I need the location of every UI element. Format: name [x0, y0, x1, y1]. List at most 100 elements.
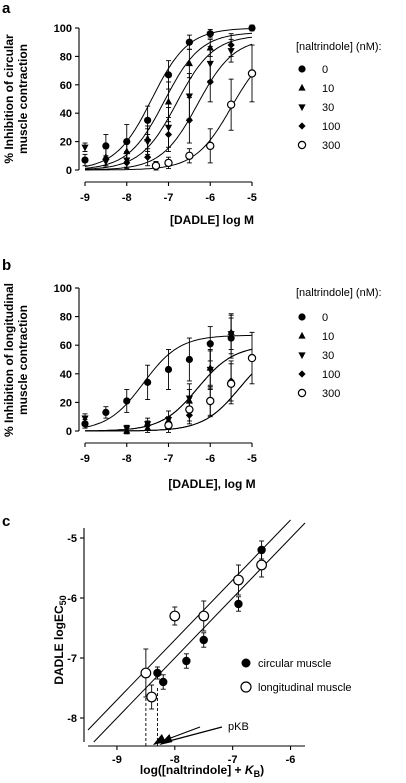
- data-point: [185, 93, 193, 101]
- data-point: [227, 331, 235, 338]
- y-tick-label: 80: [60, 51, 72, 63]
- panel-c-fit-lines: [87, 519, 306, 743]
- y-tick-label: 20: [60, 397, 72, 409]
- legend-label: 100: [322, 121, 340, 133]
- panel-a-y-axis-label-line2: muscle contraction: [16, 44, 30, 154]
- panel-a-legend: [naltrindole] (nM): 0 10 30 100 300: [296, 41, 382, 152]
- data-point: [247, 353, 257, 363]
- legend-marker: [298, 65, 306, 73]
- y-tick-label: 80: [60, 312, 72, 324]
- data-point: [81, 156, 89, 164]
- data-point: [185, 405, 194, 414]
- data-point: [144, 378, 152, 386]
- data-point: [159, 677, 168, 687]
- panel-c-y-axis-label: DADLE logEC50: [52, 595, 68, 684]
- data-point: [164, 158, 173, 168]
- y-tick-label: -8: [67, 713, 77, 725]
- legend-marker: [240, 681, 252, 693]
- panel-c: c -8 -7 -6 -5 -9 -8 -7 -6 pKB log([naltrindole]…: [2, 513, 352, 779]
- legend-marker: [298, 83, 306, 91]
- panel-b-legend: [naltrindole] (nM): 0 10 30 100 300: [296, 287, 382, 400]
- panel-a-y-axis-label-line1: % Inhibition of circular: [2, 34, 16, 164]
- panel-c-legend: circular muscle longitudinal muscle: [240, 658, 352, 694]
- legend-label: 100: [322, 369, 340, 381]
- data-point: [164, 365, 173, 374]
- data-point: [144, 139, 152, 146]
- data-point: [256, 559, 268, 571]
- data-point: [182, 656, 191, 666]
- legend-label: 10: [322, 83, 334, 95]
- data-point: [140, 667, 152, 679]
- pkb-arrow-shaft: [159, 726, 201, 743]
- y-tick-label: 60: [60, 80, 72, 92]
- y-tick-label: 60: [60, 340, 72, 352]
- panel-a-x-axis-label: [DADLE] log M: [170, 213, 254, 227]
- panel-a-data-points: [81, 24, 257, 171]
- x-tick-label: -5: [247, 192, 257, 204]
- y-tick-label: 0: [66, 426, 72, 438]
- panel-b-y-axis-label-line2: muscle contraction: [16, 305, 30, 415]
- data-point: [198, 610, 210, 622]
- data-point: [146, 691, 158, 703]
- legend-label: longitudinal muscle: [258, 682, 352, 694]
- x-tick-label: -8: [122, 192, 132, 204]
- pkb-arrow-head: [152, 734, 166, 745]
- data-point: [199, 635, 208, 645]
- panel-b-axes: 0 20 40 60 80 100 -9 -8 -7 -6 -5: [54, 283, 257, 465]
- legend-marker: [298, 104, 306, 112]
- data-point: [102, 158, 110, 166]
- data-point: [144, 421, 152, 429]
- y-tick-label: -7: [67, 653, 77, 665]
- data-point: [81, 415, 89, 423]
- data-point: [247, 69, 257, 78]
- legend-label: 0: [322, 64, 328, 76]
- data-point: [226, 100, 236, 109]
- pkb-label: pKB: [228, 721, 249, 733]
- fit-line: [87, 519, 291, 731]
- y-tick-label: 40: [60, 108, 72, 120]
- data-point: [206, 141, 215, 151]
- panel-c-data-points: [140, 540, 268, 710]
- x-tick-label: -5: [247, 453, 257, 465]
- data-point: [123, 147, 131, 155]
- data-point: [257, 545, 266, 555]
- data-point: [123, 397, 131, 405]
- x-tick-label: -7: [164, 192, 174, 204]
- x-tick-label: -7: [228, 754, 238, 766]
- panel-a-axes: 0 20 40 60 80 100 -9 -8 -7 -6 -5: [54, 23, 257, 204]
- y-tick-label: 20: [60, 137, 72, 149]
- data-point: [164, 97, 173, 105]
- data-point: [151, 161, 161, 170]
- panel-c-pkb-annotation: pKB: [145, 688, 249, 746]
- data-point: [164, 421, 173, 430]
- data-point: [102, 142, 110, 150]
- legend-marker: [298, 352, 306, 360]
- panel-c-axes: -8 -7 -6 -5 -9 -8 -7 -6: [67, 528, 305, 766]
- data-point: [144, 153, 152, 161]
- x-tick-label: -6: [205, 453, 215, 465]
- y-tick-label: 100: [54, 283, 72, 295]
- data-point: [164, 71, 173, 79]
- legend-marker: [241, 658, 251, 668]
- data-point: [169, 610, 181, 622]
- pkb-arrow-shaft: [165, 726, 223, 743]
- x-tick-label: -9: [80, 192, 90, 204]
- legend-label: 0: [322, 312, 328, 324]
- data-point: [123, 425, 131, 433]
- data-point: [123, 159, 131, 167]
- panel-b-data-points: [81, 313, 257, 435]
- data-point: [206, 340, 214, 348]
- data-point: [206, 396, 215, 406]
- data-point: [185, 38, 193, 46]
- legend-marker: [298, 313, 306, 321]
- data-point: [206, 366, 214, 374]
- y-tick-label: 40: [60, 369, 72, 381]
- legend-label: 300: [322, 140, 340, 152]
- data-point: [185, 151, 194, 160]
- legend-label: 30: [322, 102, 334, 114]
- data-point: [248, 24, 256, 32]
- panel-b-y-axis-label-line1: % Inhibition of longitudinal: [2, 283, 16, 437]
